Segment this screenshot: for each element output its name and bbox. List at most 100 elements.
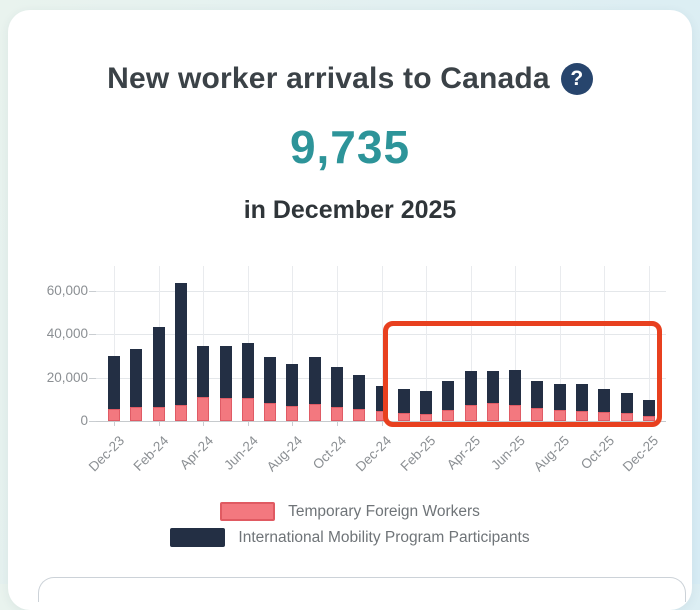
bar-segment-imp [531, 380, 544, 408]
y-gridline [96, 290, 666, 292]
y-tick [89, 334, 96, 335]
card-header: New worker arrivals to Canada ? [8, 58, 692, 100]
bar-segment-tfw [130, 406, 143, 421]
x-axis-label: Apr-25 [443, 433, 484, 473]
bar-segment-tfw [308, 403, 321, 421]
bar-segment-imp [464, 370, 477, 405]
x-axis-label: Jun-25 [487, 433, 528, 473]
x-axis-label: Dec-24 [352, 433, 395, 475]
bar-segment-tfw [108, 409, 121, 421]
bar-segment-imp [174, 282, 187, 405]
y-axis-label: 60,000 [46, 282, 88, 298]
bar-segment-tfw [397, 413, 410, 421]
x-axis-label: Feb-25 [397, 433, 439, 474]
y-axis-label: 40,000 [46, 326, 88, 341]
bar-segment-imp [197, 345, 210, 398]
y-gridline [96, 377, 666, 379]
x-axis-label: Aug-25 [530, 433, 573, 475]
bar-segment-tfw [264, 402, 277, 421]
bar-segment-imp [241, 342, 254, 399]
chart-plot[interactable]: 0 20,000 40,000 60,000 Dec-23 Feb-24 Apr-24 Jun… [8, 264, 692, 500]
x-gridline [381, 266, 383, 421]
x-tick [381, 422, 383, 426]
legend-item-tfw[interactable]: Temporary Foreign Workers [220, 502, 480, 521]
bar-segment-tfw [353, 409, 366, 421]
y-tick [89, 290, 96, 292]
bar-segment-tfw [219, 398, 232, 421]
bar-segment-tfw [486, 402, 499, 421]
bar-segment-tfw [598, 412, 611, 421]
bar-segment-imp [152, 327, 165, 407]
bar-segment-tfw [576, 411, 589, 421]
bar-segment-tfw [531, 407, 544, 421]
x-tick [203, 422, 205, 426]
x-gridline [292, 266, 294, 421]
headline-period: in December 2025 [243, 196, 457, 224]
x-axis-label: Jun-24 [220, 433, 261, 473]
x-axis-line [96, 421, 666, 422]
tfw-swatch-icon [220, 502, 276, 521]
x-tick [336, 422, 338, 426]
x-gridline [470, 266, 472, 421]
bar-segment-imp [486, 370, 499, 403]
x-axis-label: Oct-24 [310, 433, 350, 473]
x-gridline [114, 266, 116, 421]
bar-segment-imp [308, 356, 321, 404]
bar-segment-imp [264, 356, 277, 403]
bar-segment-imp [553, 384, 566, 411]
x-axis-label: Dec-23 [85, 433, 127, 475]
x-tick [114, 422, 116, 426]
x-gridline [203, 266, 205, 421]
bar-segment-tfw [241, 398, 254, 421]
bar-segment-imp [598, 389, 611, 413]
bar-segment-tfw [442, 410, 455, 421]
headline-value: 9,735 [289, 121, 411, 173]
x-gridline [515, 266, 517, 421]
y-gridline [96, 334, 666, 335]
bar-segment-tfw [620, 413, 633, 421]
stat-card: New worker arrivals to Canada ? 9,735 in… [8, 10, 692, 610]
bar-segment-imp [642, 399, 655, 416]
legend-label-imp: International Mobility Program Participa… [238, 528, 530, 546]
bar-segment-tfw [197, 397, 210, 421]
x-axis-label: Aug-24 [263, 433, 305, 475]
bar-segment-imp [442, 380, 455, 411]
bar-segment-imp [219, 345, 232, 399]
x-gridline [604, 266, 606, 421]
legend-label-tfw: Temporary Foreign Workers [288, 502, 480, 520]
bar-segment-imp [420, 390, 433, 415]
x-tick [292, 422, 294, 426]
x-tick [247, 422, 249, 426]
y-axis-label: 0 [80, 413, 88, 428]
bar-segment-imp [397, 389, 410, 414]
bar-segment-imp [576, 384, 589, 412]
bar-segment-tfw [553, 410, 566, 421]
next-card-top-edge [38, 577, 686, 602]
x-gridline [648, 266, 650, 421]
bar-segment-tfw [286, 405, 299, 421]
page-title: New worker arrivals to Canada [107, 62, 550, 95]
bar-segment-tfw [330, 406, 343, 421]
x-gridline [559, 266, 561, 421]
bar-segment-imp [108, 355, 121, 410]
x-axis-label: Oct-25 [577, 433, 617, 473]
bar-segment-tfw [464, 404, 477, 421]
legend-item-imp[interactable]: International Mobility Program Participa… [170, 528, 530, 547]
highlight-rectangle [382, 320, 662, 427]
help-icon[interactable]: ? [560, 63, 593, 95]
bar-segment-tfw [509, 404, 522, 421]
y-axis-label: 20,000 [46, 369, 88, 385]
bar-segment-imp [620, 392, 633, 414]
y-tick [89, 421, 96, 422]
bar-segment-imp [330, 366, 343, 407]
x-axis-label: Dec-25 [620, 433, 662, 475]
bar-segment-imp [353, 375, 366, 410]
x-axis-label: Feb-24 [130, 433, 172, 474]
chart-legend: Temporary Foreign Workers International … [8, 502, 692, 547]
bar-segment-imp [130, 349, 143, 407]
imp-swatch-icon [170, 528, 226, 547]
bar-segment-tfw [174, 404, 187, 421]
bar-segment-tfw [420, 414, 433, 421]
x-gridline [336, 266, 338, 421]
